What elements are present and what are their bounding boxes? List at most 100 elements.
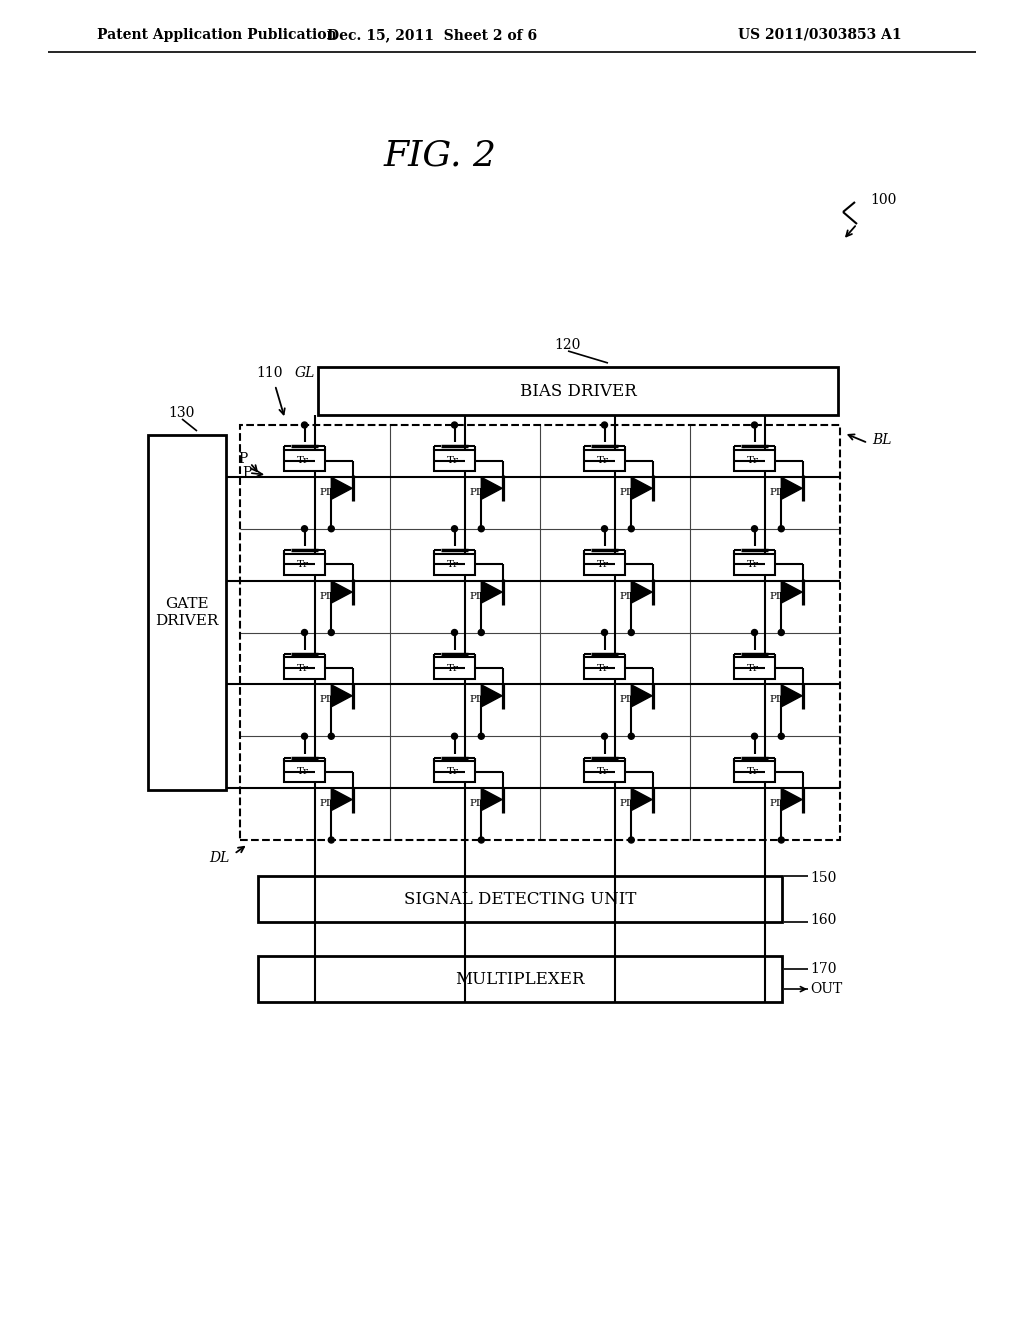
Circle shape [329, 733, 334, 739]
Bar [734, 657, 775, 678]
Text: Tr: Tr [447, 767, 459, 776]
Text: DL: DL [210, 851, 230, 865]
Text: Tr: Tr [597, 767, 609, 776]
Text: PD: PD [319, 591, 335, 601]
Polygon shape [781, 788, 802, 810]
Text: PD: PD [769, 799, 784, 808]
Polygon shape [631, 788, 652, 810]
Circle shape [629, 733, 634, 739]
Text: Patent Application Publication: Patent Application Publication [97, 28, 337, 42]
Circle shape [601, 525, 607, 532]
Text: 100: 100 [870, 193, 896, 207]
Circle shape [778, 733, 784, 739]
Text: PD: PD [469, 799, 484, 808]
Text: Tr: Tr [746, 664, 759, 672]
Text: P: P [239, 451, 248, 466]
Bar [434, 762, 475, 783]
Text: Tr: Tr [746, 560, 759, 569]
Circle shape [629, 525, 634, 532]
Text: PD: PD [620, 696, 635, 705]
Circle shape [752, 525, 758, 532]
Text: 120: 120 [555, 338, 582, 352]
Text: PD: PD [769, 591, 784, 601]
Polygon shape [481, 581, 502, 603]
Bar [585, 450, 625, 471]
Text: 170: 170 [810, 962, 837, 975]
Circle shape [329, 525, 334, 532]
Bar [734, 762, 775, 783]
Text: PD: PD [319, 799, 335, 808]
Bar [585, 553, 625, 576]
Circle shape [452, 525, 458, 532]
Bar [285, 450, 325, 471]
Text: PD: PD [469, 488, 484, 496]
Bar [585, 657, 625, 678]
Text: 130: 130 [169, 407, 196, 420]
Polygon shape [631, 478, 652, 499]
Bar [285, 762, 325, 783]
Text: Tr: Tr [447, 455, 459, 465]
Circle shape [478, 837, 484, 843]
Text: BIAS DRIVER: BIAS DRIVER [519, 383, 636, 400]
Bar [258, 956, 782, 1002]
Circle shape [752, 733, 758, 739]
Circle shape [601, 422, 607, 428]
Bar [285, 553, 325, 576]
Text: PD: PD [319, 488, 335, 496]
Circle shape [778, 837, 784, 843]
Text: Tr: Tr [447, 560, 459, 569]
Circle shape [601, 733, 607, 739]
Circle shape [778, 630, 784, 635]
Text: BL: BL [872, 433, 892, 447]
Text: PD: PD [469, 591, 484, 601]
Circle shape [752, 630, 758, 635]
Text: Tr: Tr [746, 455, 759, 465]
Bar [434, 657, 475, 678]
Bar [148, 436, 226, 789]
Polygon shape [332, 478, 352, 499]
Bar [434, 553, 475, 576]
Text: GATE
DRIVER: GATE DRIVER [156, 598, 219, 627]
Text: Tr: Tr [447, 664, 459, 672]
Polygon shape [481, 788, 502, 810]
Bar [585, 762, 625, 783]
Polygon shape [332, 581, 352, 603]
Text: Tr: Tr [297, 664, 309, 672]
Text: FIG. 2: FIG. 2 [384, 139, 497, 172]
Circle shape [452, 422, 458, 428]
Text: Tr: Tr [297, 560, 309, 569]
Text: GL: GL [295, 366, 315, 380]
Polygon shape [631, 581, 652, 603]
Text: 110: 110 [257, 366, 284, 380]
Polygon shape [781, 478, 802, 499]
Circle shape [478, 630, 484, 635]
Circle shape [301, 422, 307, 428]
Text: OUT: OUT [810, 982, 843, 997]
Bar [734, 553, 775, 576]
Circle shape [329, 630, 334, 635]
Polygon shape [481, 478, 502, 499]
Text: Tr: Tr [597, 560, 609, 569]
Text: PD: PD [469, 696, 484, 705]
Text: PD: PD [769, 696, 784, 705]
Circle shape [478, 525, 484, 532]
Text: P: P [243, 466, 252, 480]
Text: PD: PD [319, 696, 335, 705]
Circle shape [629, 630, 634, 635]
Text: PD: PD [620, 799, 635, 808]
Text: Tr: Tr [597, 664, 609, 672]
Text: PD: PD [620, 591, 635, 601]
Text: US 2011/0303853 A1: US 2011/0303853 A1 [738, 28, 902, 42]
Text: PD: PD [769, 488, 784, 496]
Polygon shape [631, 685, 652, 706]
Bar [318, 367, 838, 414]
Text: Dec. 15, 2011  Sheet 2 of 6: Dec. 15, 2011 Sheet 2 of 6 [327, 28, 537, 42]
Text: Tr: Tr [297, 767, 309, 776]
Circle shape [452, 733, 458, 739]
Circle shape [452, 630, 458, 635]
Text: 160: 160 [810, 913, 837, 927]
Text: Tr: Tr [746, 767, 759, 776]
Text: MULTIPLEXER: MULTIPLEXER [456, 970, 585, 987]
Polygon shape [781, 581, 802, 603]
Text: Tr: Tr [297, 455, 309, 465]
